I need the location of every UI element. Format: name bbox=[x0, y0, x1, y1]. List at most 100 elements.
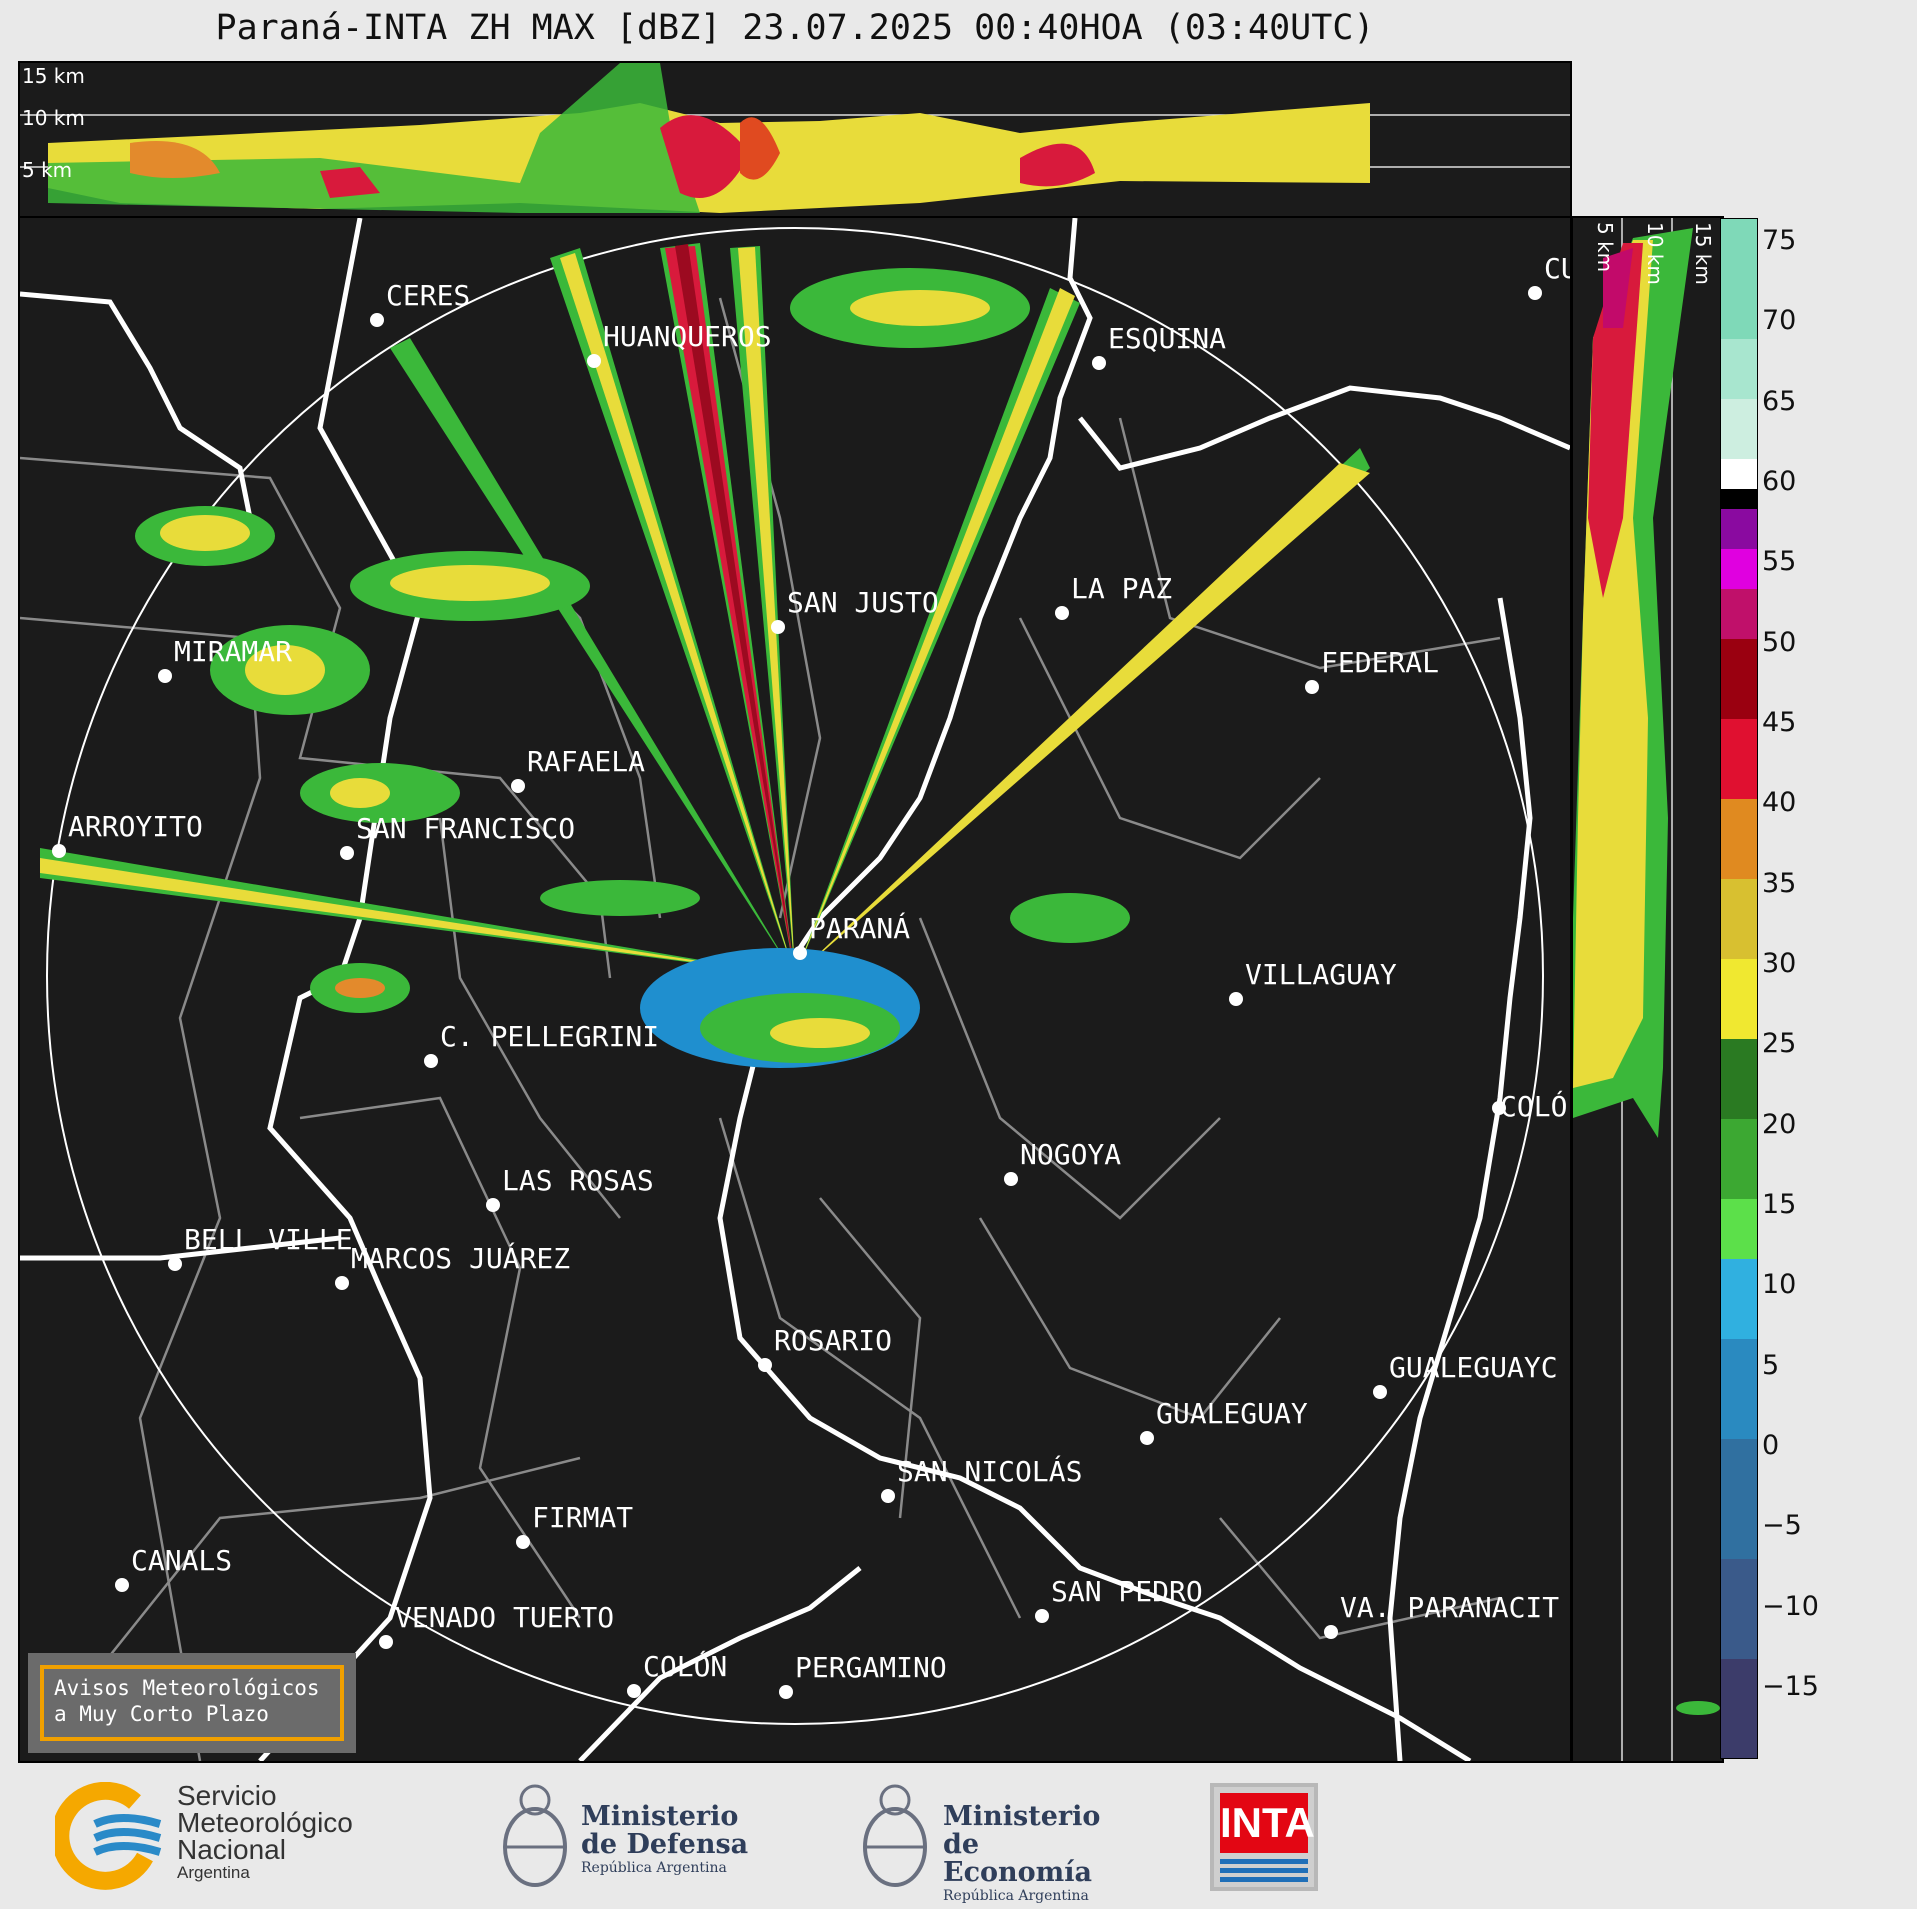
echo-core-red bbox=[660, 115, 750, 198]
svg-text:SAN NICOLÁS: SAN NICOLÁS bbox=[897, 1454, 1082, 1488]
colorbar-tick: 70 bbox=[1762, 305, 1797, 336]
defensa-line1: Ministerio bbox=[581, 1801, 739, 1832]
city-villaguay: VILLAGUAY bbox=[1229, 958, 1397, 1006]
svg-text:HUANQUEROS: HUANQUEROS bbox=[603, 320, 772, 353]
city-san-pedro: SAN PEDRO bbox=[1035, 1575, 1203, 1623]
smn-line1: Servicio bbox=[177, 1780, 277, 1811]
echo-core-orange bbox=[740, 117, 780, 180]
city-huanqueros: HUANQUEROS bbox=[587, 320, 772, 368]
colorbar-tick: 15 bbox=[1762, 1189, 1797, 1220]
vertical-cross-section-top: 15 km 10 km 5 km bbox=[18, 61, 1572, 219]
city-gualeguay: GUALEGUAY bbox=[1140, 1397, 1308, 1445]
svg-text:SAN JUSTO: SAN JUSTO bbox=[787, 586, 939, 619]
right-section-svg: 5 km 10 km 15 km bbox=[1573, 218, 1720, 1761]
city-colo: COLÓ bbox=[1492, 1089, 1567, 1123]
svg-text:ROSARIO: ROSARIO bbox=[774, 1324, 892, 1357]
svg-text:C. PELLEGRINI: C. PELLEGRINI bbox=[440, 1020, 659, 1053]
colorbar-tick: 55 bbox=[1762, 546, 1797, 577]
height-label-10km: 10 km bbox=[22, 106, 85, 130]
echo-core-red-east bbox=[1020, 143, 1095, 187]
avisos-line2: a Muy Corto Plazo bbox=[54, 1702, 269, 1726]
svg-text:VILLAGUAY: VILLAGUAY bbox=[1245, 958, 1397, 991]
city-gualeguaychu: GUALEGUAYC bbox=[1373, 1351, 1558, 1399]
economia-line2: de Economía bbox=[943, 1829, 1092, 1888]
smn-logo: Servicio Meteorológico Nacional Argentin… bbox=[55, 1782, 395, 1892]
colorbar-tick: 40 bbox=[1762, 787, 1797, 818]
coat-of-arms-icon bbox=[503, 1784, 567, 1887]
defensa-logo: Ministerio de Defensa República Argentin… bbox=[495, 1775, 755, 1895]
coat-of-arms-icon bbox=[863, 1784, 927, 1887]
economia-line1: Ministerio bbox=[943, 1801, 1101, 1832]
svg-text:LAS ROSAS: LAS ROSAS bbox=[502, 1164, 654, 1197]
height-label-5km-right: 5 km bbox=[1593, 222, 1617, 272]
radar-map: CERES HUANQUEROS ESQUINA CU SAN JUSTO LA… bbox=[18, 216, 1572, 1763]
svg-text:CANALS: CANALS bbox=[131, 1544, 232, 1577]
svg-text:MIRAMAR: MIRAMAR bbox=[174, 635, 292, 668]
height-label-15km-right: 15 km bbox=[1691, 222, 1715, 285]
colorbar-tick: 25 bbox=[1762, 1028, 1797, 1059]
city-arroyito: ARROYITO bbox=[52, 810, 203, 858]
right-echo-red bbox=[1588, 243, 1643, 598]
city-canals: CANALS bbox=[115, 1544, 232, 1592]
city-ceres: CERES bbox=[370, 279, 470, 327]
colorbar-tick: 60 bbox=[1762, 466, 1797, 497]
svg-text:FEDERAL: FEDERAL bbox=[1321, 646, 1439, 679]
city-parana: PARANÁ bbox=[793, 911, 910, 960]
vertical-cross-section-right: 5 km 10 km 15 km bbox=[1570, 216, 1724, 1763]
colorbar-tick: 30 bbox=[1762, 948, 1797, 979]
svg-text:SAN PEDRO: SAN PEDRO bbox=[1051, 1575, 1203, 1608]
colorbar-tick: 65 bbox=[1762, 386, 1797, 417]
city-san-justo: SAN JUSTO bbox=[771, 586, 939, 634]
colorbar-tick: −10 bbox=[1762, 1591, 1819, 1622]
colorbar-svg bbox=[1721, 219, 1757, 1758]
defensa-line2: de Defensa bbox=[581, 1829, 749, 1860]
city-markers: CERES HUANQUEROS ESQUINA CU SAN JUSTO LA… bbox=[52, 252, 1570, 1699]
city-rosario: ROSARIO bbox=[758, 1324, 892, 1372]
colorbar-tick: 50 bbox=[1762, 627, 1797, 658]
height-label-10km-right: 10 km bbox=[1643, 222, 1667, 285]
svg-text:COLÓ: COLÓ bbox=[1500, 1089, 1567, 1123]
city-san-francisco: SAN FRANCISCO bbox=[340, 812, 575, 860]
echo-orange-west bbox=[130, 141, 220, 178]
smn-line4: Argentina bbox=[177, 1863, 250, 1882]
city-va-paranacito: VA. PARANACIT bbox=[1324, 1591, 1559, 1639]
svg-text:CU: CU bbox=[1544, 252, 1570, 285]
city-pergamino: PERGAMINO bbox=[779, 1651, 947, 1699]
city-nogoya: NOGOYA bbox=[1004, 1138, 1121, 1186]
radar-map-svg: CERES HUANQUEROS ESQUINA CU SAN JUSTO LA… bbox=[20, 218, 1570, 1761]
avisos-label: Avisos Meteorológicos a Muy Corto Plazo bbox=[40, 1665, 344, 1741]
city-marcos-juarez: MARCOS JUÁREZ bbox=[335, 1241, 570, 1290]
svg-text:PARANÁ: PARANÁ bbox=[809, 911, 910, 945]
colorbar-tick: 35 bbox=[1762, 868, 1797, 899]
echo-band-green bbox=[48, 63, 700, 213]
city-rafaela: RAFAELA bbox=[511, 745, 645, 793]
svg-text:GUALEGUAY: GUALEGUAY bbox=[1156, 1397, 1308, 1430]
city-cu: CU bbox=[1528, 252, 1570, 300]
colorbar-tick: 5 bbox=[1762, 1350, 1780, 1381]
top-section-svg: 15 km 10 km 5 km bbox=[20, 63, 1570, 213]
svg-text:MARCOS JUÁREZ: MARCOS JUÁREZ bbox=[351, 1241, 570, 1275]
defensa-line3: República Argentina bbox=[581, 1860, 727, 1876]
echo-core-red-west bbox=[320, 167, 380, 198]
inta-text: INTA bbox=[1220, 1793, 1315, 1853]
city-esquina: ESQUINA bbox=[1092, 322, 1226, 370]
echo-clusters bbox=[135, 268, 1130, 1068]
svg-text:ESQUINA: ESQUINA bbox=[1108, 322, 1226, 355]
avisos-button[interactable]: Avisos Meteorológicos a Muy Corto Plazo bbox=[28, 1653, 356, 1753]
svg-text:ARROYITO: ARROYITO bbox=[68, 810, 203, 843]
svg-text:VA. PARANACIT: VA. PARANACIT bbox=[1340, 1591, 1559, 1624]
svg-text:CERES: CERES bbox=[386, 279, 470, 312]
svg-text:RAFAELA: RAFAELA bbox=[527, 745, 645, 778]
smn-line2: Meteorológico bbox=[177, 1807, 353, 1838]
colorbar-tick: 20 bbox=[1762, 1109, 1797, 1140]
map-title: Paraná-INTA ZH MAX [dBZ] 23.07.2025 00:4… bbox=[215, 8, 1375, 48]
inta-logo: INTA bbox=[1210, 1783, 1318, 1891]
dbz-colorbar bbox=[1720, 218, 1758, 1759]
range-ring bbox=[46, 227, 1544, 1725]
city-colon: COLÓN bbox=[627, 1649, 727, 1698]
city-venado-tuerto: VENADO TUERTO bbox=[379, 1601, 614, 1649]
svg-text:SAN FRANCISCO: SAN FRANCISCO bbox=[356, 812, 575, 845]
svg-text:GUALEGUAYC: GUALEGUAYC bbox=[1389, 1351, 1558, 1384]
right-echo-magenta bbox=[1603, 248, 1633, 328]
city-bell-ville: BELL VILLE bbox=[168, 1223, 353, 1271]
